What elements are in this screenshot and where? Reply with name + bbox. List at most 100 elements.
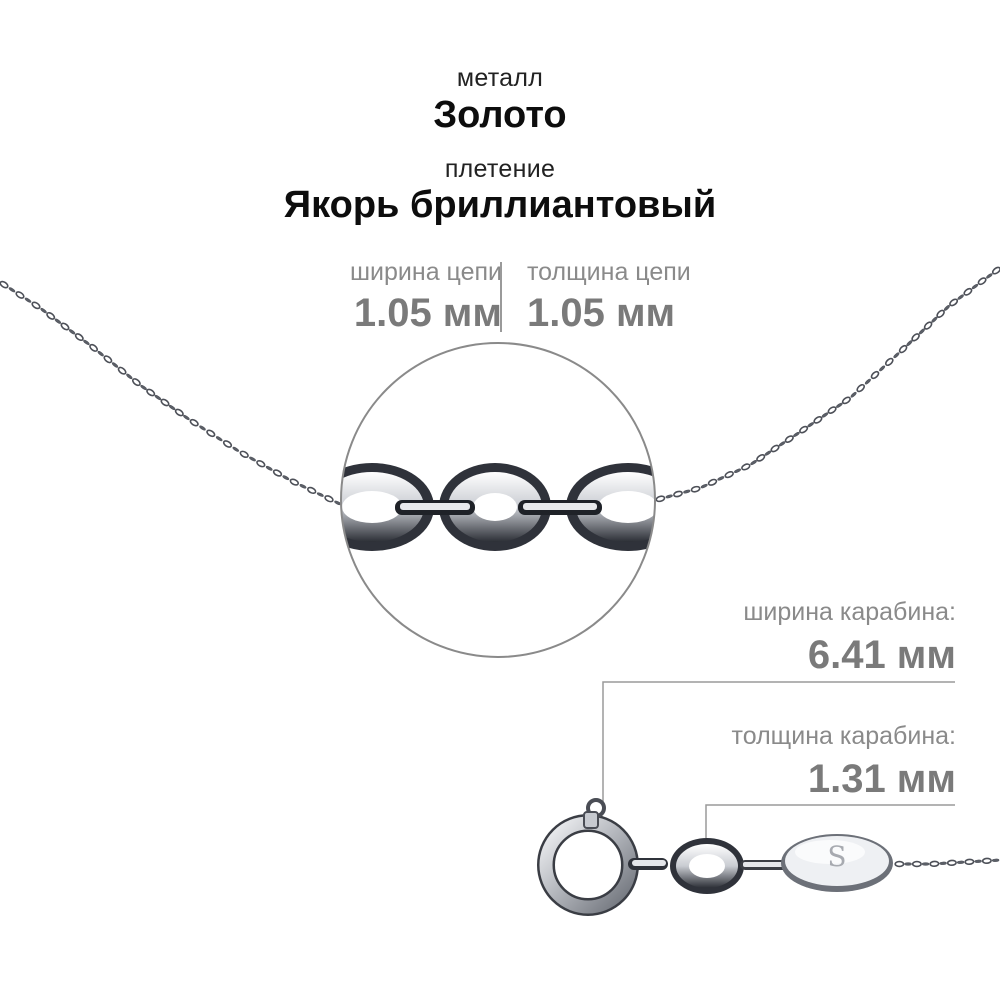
chain-link: [103, 355, 113, 364]
chain-bottom-strand: [894, 857, 1000, 868]
chain-link: [83, 339, 90, 345]
clasp-width-value: 6.41 мм: [807, 633, 956, 677]
chain-link: [784, 435, 794, 443]
chain-link: [8, 287, 16, 293]
chain-link: [756, 454, 766, 462]
chain-link: [946, 859, 957, 867]
spec-divider: [500, 262, 502, 332]
chain-link: [74, 333, 84, 342]
chain-link: [971, 283, 979, 290]
chain-link: [793, 431, 800, 437]
jump-ring: [670, 838, 744, 894]
chain-link: [936, 309, 945, 318]
chain-link: [222, 440, 233, 448]
chain-link: [131, 378, 141, 387]
chain-link: [864, 378, 871, 385]
chain-link: [911, 333, 920, 342]
chain-link: [734, 468, 741, 473]
chain-link: [272, 469, 283, 477]
brand-tag-letter: S: [827, 840, 847, 873]
chain-thickness-block: толщина цепи 1.05 мм: [527, 258, 787, 336]
chain-width-value: 1.05 мм: [353, 291, 502, 335]
chain-link: [174, 408, 184, 417]
chain-link: [939, 861, 947, 865]
chain-link: [299, 484, 307, 489]
chain-link: [306, 486, 317, 495]
chain-link: [724, 471, 734, 479]
chain-link: [898, 344, 908, 354]
chain-link: [24, 297, 32, 303]
chain-link: [655, 495, 666, 503]
chain-link: [764, 450, 772, 456]
chain-link: [991, 858, 1000, 862]
chain-link: [964, 858, 975, 866]
clasp-thickness-label: толщина карабина:: [731, 722, 956, 750]
chain-link: [921, 862, 930, 866]
chain-link: [977, 277, 987, 286]
chain-link: [778, 441, 786, 447]
chain-link: [683, 489, 691, 494]
chain-link: [894, 860, 905, 868]
chain-link: [929, 860, 940, 868]
chain-link: [89, 343, 99, 352]
clasp-thickness-value: 1.31 мм: [807, 757, 956, 801]
chain-link: [154, 394, 162, 401]
chain-link: [54, 318, 62, 324]
chain-link: [963, 287, 973, 296]
chain-link: [741, 463, 751, 471]
chain-link: [974, 859, 982, 863]
chain-link: [893, 352, 900, 359]
chain-link: [949, 298, 959, 307]
chain-link: [111, 362, 119, 368]
chain-link: [918, 328, 925, 335]
chain-link: [60, 322, 70, 331]
chain-link: [324, 495, 334, 503]
chain-link: [117, 366, 127, 375]
chain-link: [215, 436, 223, 442]
metal-value: Золото: [433, 94, 567, 136]
chain-width-block: ширина цепи 1.05 мм: [240, 258, 502, 336]
chain-link: [31, 301, 41, 310]
chain-link: [856, 383, 865, 393]
clasp-width-label: ширина карабина:: [743, 598, 956, 626]
chain-link: [957, 294, 964, 300]
weave-value: Якорь бриллиантовый: [283, 184, 717, 226]
chain-link: [821, 412, 829, 418]
chain-link: [316, 492, 324, 497]
brand-tag: [781, 834, 893, 892]
chain-link: [885, 357, 894, 367]
chain-link: [265, 465, 273, 471]
chain-link: [956, 860, 965, 864]
chain-link: [40, 308, 47, 314]
weave-label: плетение: [444, 155, 556, 183]
chain-link: [239, 450, 249, 459]
chain-link: [981, 857, 992, 865]
chain-link: [249, 456, 256, 462]
chain-link: [770, 444, 780, 453]
chain-link: [46, 311, 56, 320]
chain-link: [943, 305, 950, 311]
chain-thickness-label: толщина цепи: [527, 258, 691, 286]
chain-link: [189, 418, 199, 427]
magnifier-circle: [340, 342, 656, 658]
spring-ring-clasp: [537, 798, 668, 916]
chain-link: [289, 478, 300, 486]
chain-link: [911, 860, 922, 868]
clasp-width-block: ширина карабина: 6.41 мм: [620, 598, 956, 678]
chain-link: [717, 476, 725, 481]
chain-link: [232, 446, 240, 452]
chain-thickness-value: 1.05 мм: [527, 291, 676, 335]
chain-link: [991, 266, 1000, 275]
chain-link: [126, 373, 133, 380]
magnified-link: [341, 463, 434, 551]
chain-link: [850, 391, 857, 398]
chain-link: [807, 422, 814, 428]
chain-link: [986, 273, 993, 279]
clasp-width-callout: [602, 681, 955, 810]
clasp-thickness-block: толщина карабина: 1.31 мм: [620, 722, 956, 802]
chain-link: [879, 365, 886, 372]
chain-link: [923, 321, 933, 330]
chain-link: [68, 329, 76, 335]
magnified-link: [439, 463, 551, 551]
